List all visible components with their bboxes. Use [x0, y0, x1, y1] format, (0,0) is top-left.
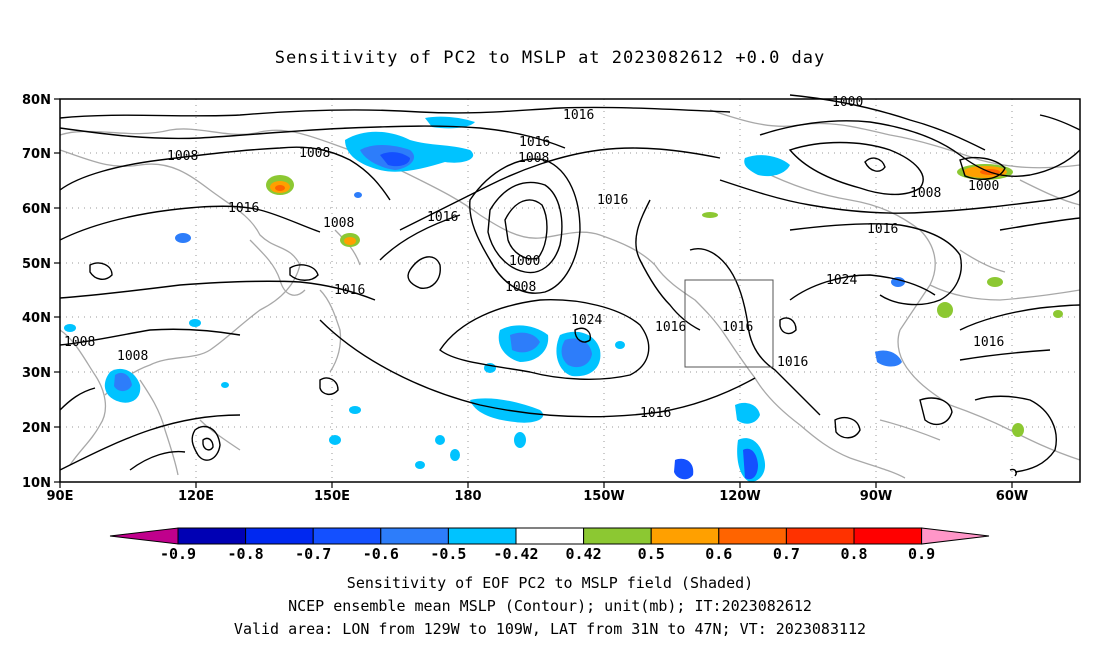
colorbar	[109, 527, 990, 545]
colorbar-tick-label: -0.5	[430, 545, 466, 563]
contour-label: 1000	[832, 95, 863, 110]
contour-label: 1008	[518, 151, 549, 166]
colorbar-segment	[650, 527, 720, 545]
caption-contour: NCEP ensemble mean MSLP (Contour); unit(…	[288, 597, 812, 615]
lon-labels: 90E 120E 150E 180 150W 120W 90W 60W	[47, 489, 1029, 504]
map-title: Sensitivity of PC2 to MSLP at 2023082612…	[274, 48, 826, 68]
contour-label: 1008	[167, 149, 198, 164]
colorbar-left-triangle	[109, 527, 179, 545]
contour-label: 1008	[505, 280, 536, 295]
lat-label: 20N	[22, 421, 51, 436]
contour-label: 1016	[640, 406, 671, 421]
lat-labels: 80N 70N 60N 50N 40N 30N 20N 10N	[22, 93, 51, 491]
contour-label: 1016	[777, 355, 808, 370]
contour-label: 1008	[323, 216, 354, 231]
contour-label: 1008	[299, 146, 330, 161]
contour-label: 1016	[563, 108, 594, 123]
colorbar-segment	[515, 527, 585, 545]
colorbar-tick-label: -0.42	[493, 545, 538, 563]
contour-label: 1016	[655, 320, 686, 335]
colorbar-segment	[177, 527, 247, 545]
axis-ticks	[54, 98, 1013, 488]
contour-label-group: 1016 1000 1008 1008 1016 1008 1016 1008 …	[64, 95, 1004, 421]
colorbar-segment	[447, 527, 517, 545]
map-background	[60, 99, 1080, 482]
colorbar-right-triangle	[921, 527, 990, 545]
contour-label: 1024	[571, 313, 602, 328]
lat-label: 60N	[22, 202, 51, 217]
colorbar-tick-label: 0.7	[773, 545, 800, 563]
contour-label: 1016	[867, 222, 898, 237]
colorbar-tick-label: -0.6	[363, 545, 399, 563]
shaded-sensitivity	[64, 116, 1063, 482]
contour-label: 1008	[64, 335, 95, 350]
contour-label: 1024	[826, 273, 857, 288]
lat-label: 10N	[22, 476, 51, 491]
colorbar-tick-label: 0.8	[840, 545, 867, 563]
colorbar-segment	[583, 527, 652, 545]
colorbar-segment	[718, 527, 787, 545]
colorbar-tick-label: 0.9	[908, 545, 935, 563]
lon-label: 90W	[860, 489, 892, 504]
contour-label: 1016	[519, 135, 550, 150]
map-frame	[59, 98, 1081, 483]
colorbar-tick-label: 0.6	[705, 545, 732, 563]
lon-label: 120W	[719, 489, 760, 504]
lon-label: 150W	[583, 489, 624, 504]
colorbar-segment	[853, 527, 923, 545]
contour-label: 1016	[722, 320, 753, 335]
colorbar-tick-label: -0.9	[160, 545, 196, 563]
caption-shaded: Sensitivity of EOF PC2 to MSLP field (Sh…	[346, 574, 754, 592]
lat-label: 40N	[22, 311, 51, 326]
colorbar-tick-label: 0.5	[638, 545, 665, 563]
lon-label: 180	[454, 489, 481, 504]
caption-valid-area: Valid area: LON from 129W to 109W, LAT f…	[233, 620, 867, 638]
valid-area-box	[684, 279, 774, 368]
contour-label: 1016	[973, 335, 1004, 350]
colorbar-tick-label: -0.7	[295, 545, 331, 563]
lon-label: 90E	[47, 489, 74, 504]
lat-label: 70N	[22, 147, 51, 162]
mslp-contours	[59, 94, 1081, 477]
colorbar-segment	[380, 527, 449, 545]
lat-label: 50N	[22, 257, 51, 272]
contour-label: 1008	[117, 349, 148, 364]
colorbar-labels: -0.9 -0.8 -0.7 -0.6 -0.5 -0.42 0.42 0.5 …	[160, 545, 935, 563]
lat-label: 30N	[22, 366, 51, 381]
contour-label: 1008	[910, 186, 941, 201]
lon-label: 120E	[178, 489, 214, 504]
contour-label: 1000	[968, 179, 999, 194]
contour-label: 1000	[509, 254, 540, 269]
lon-label: 60W	[996, 489, 1028, 504]
colorbar-tick-label: 0.42	[566, 545, 602, 563]
lon-label: 150E	[314, 489, 350, 504]
colorbar-segment	[312, 527, 382, 545]
colorbar-tick-label: -0.8	[228, 545, 264, 563]
lat-label: 80N	[22, 93, 51, 108]
colorbar-segment	[785, 527, 855, 545]
contour-label: 1016	[228, 201, 259, 216]
colorbar-segment	[245, 527, 314, 545]
contour-label: 1016	[334, 283, 365, 298]
contour-label: 1016	[427, 210, 458, 225]
contour-label: 1016	[597, 193, 628, 208]
